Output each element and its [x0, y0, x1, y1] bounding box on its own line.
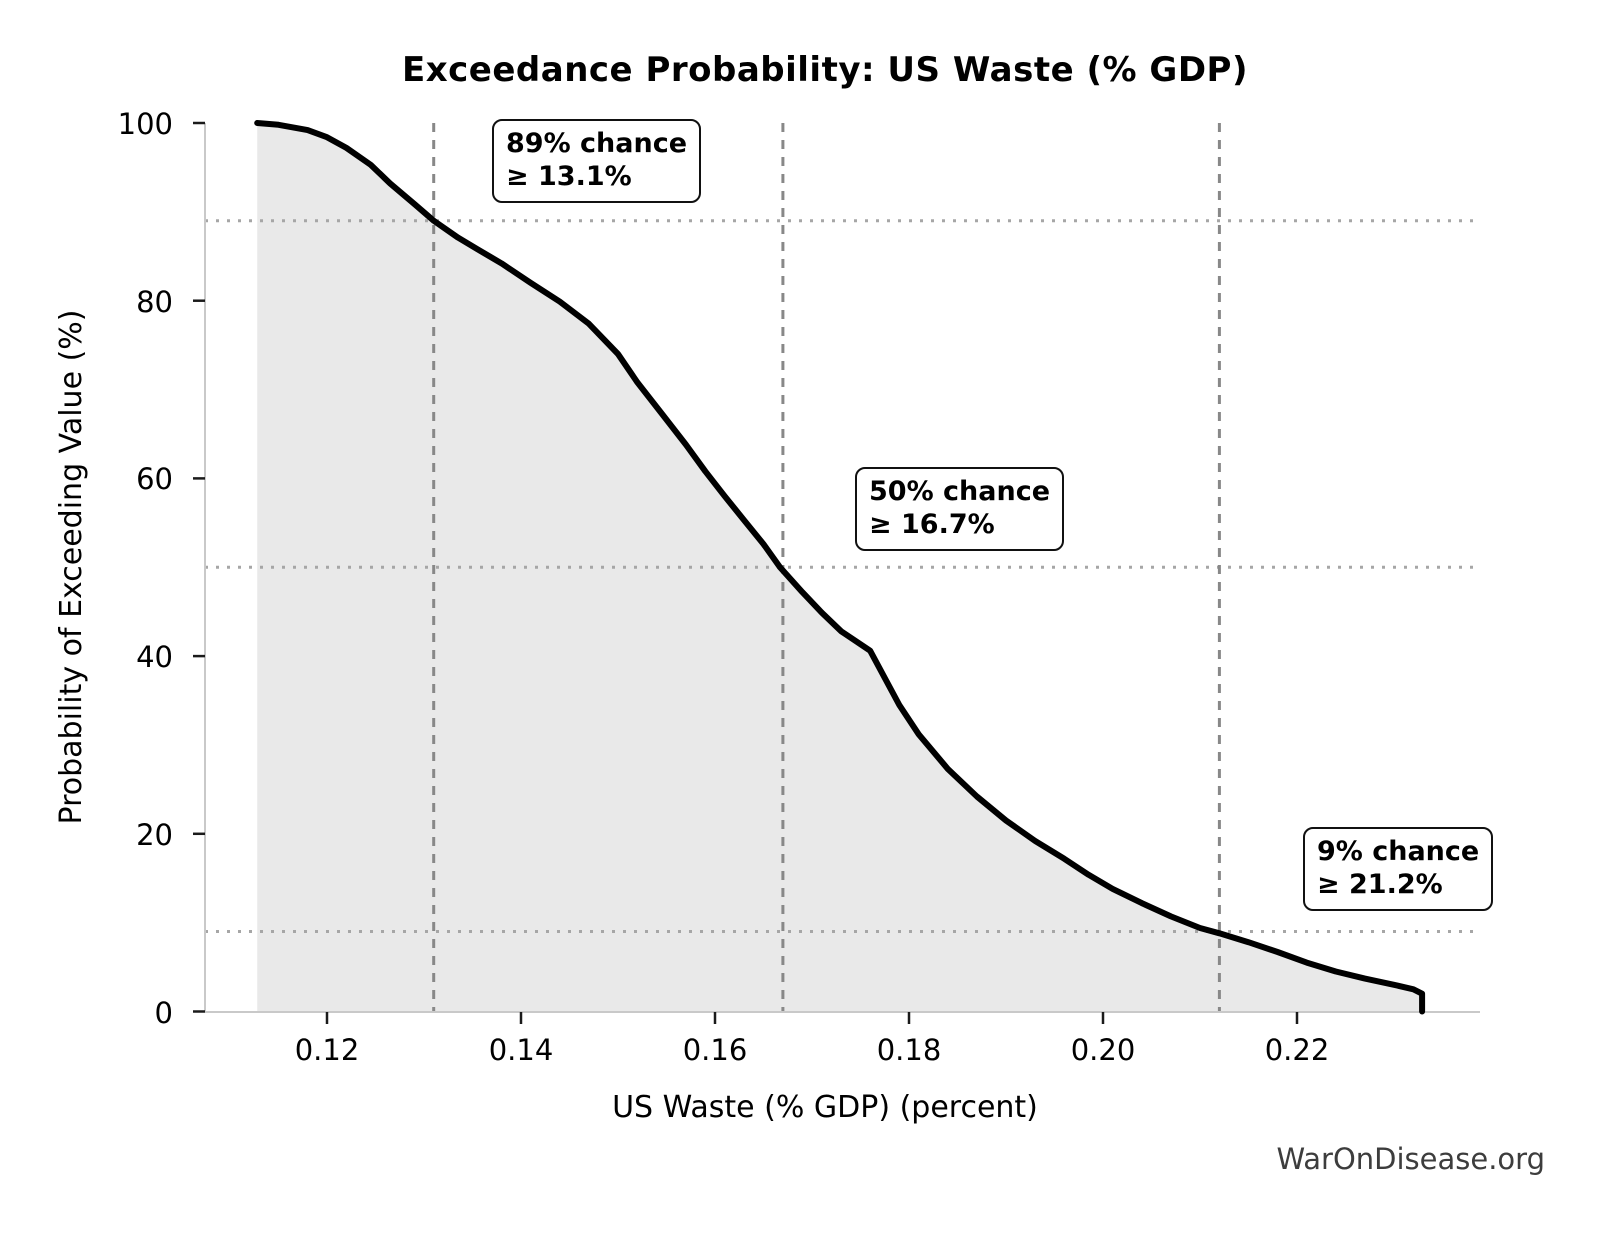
annotation-line1: 89% chance	[506, 128, 688, 159]
chart-title: Exceedance Probability: US Waste (% GDP)	[401, 50, 1249, 90]
annotation-50pct: 50% chance ≥ 16.7%	[855, 467, 1065, 551]
x-tick-label-0.14: 0.14	[488, 1033, 554, 1067]
y-tick-label-0: 0	[154, 995, 173, 1030]
annotation-line2: ≥ 13.1%	[506, 161, 632, 192]
exceedance-curve	[254, 120, 1426, 1015]
annotation-line2: ≥ 21.2%	[1317, 869, 1443, 900]
curve-fill-area	[257, 123, 1423, 1012]
x-axis-title: US Waste (% GDP) (percent)	[612, 1090, 1038, 1125]
y-tick-label-100: 100	[117, 107, 173, 141]
annotation-line1: 50% chance	[869, 476, 1051, 507]
y-tick-label-40: 40	[136, 640, 173, 675]
annotation-line1: 9% chance	[1317, 836, 1480, 867]
watermark-text: WarOnDisease.org	[1276, 1142, 1545, 1176]
y-axis-title: Probability of Exceeding Value (%)	[54, 309, 89, 825]
x-tick-label-0.20: 0.20	[1070, 1033, 1136, 1067]
annotation-9pct: 9% chance ≥ 21.2%	[1303, 827, 1494, 911]
x-tick-label-0.18: 0.18	[876, 1033, 942, 1067]
annotation-line2: ≥ 16.7%	[869, 509, 995, 540]
annotation-89pct: 89% chance ≥ 13.1%	[492, 119, 702, 203]
y-tick-label-80: 80	[136, 284, 173, 319]
y-tick-label-60: 60	[136, 462, 173, 497]
y-tick-label-20: 20	[136, 817, 173, 852]
x-tick-label-0.22: 0.22	[1264, 1033, 1330, 1067]
x-tick-label-0.16: 0.16	[682, 1033, 748, 1067]
x-tick-label-0.12: 0.12	[294, 1033, 360, 1067]
